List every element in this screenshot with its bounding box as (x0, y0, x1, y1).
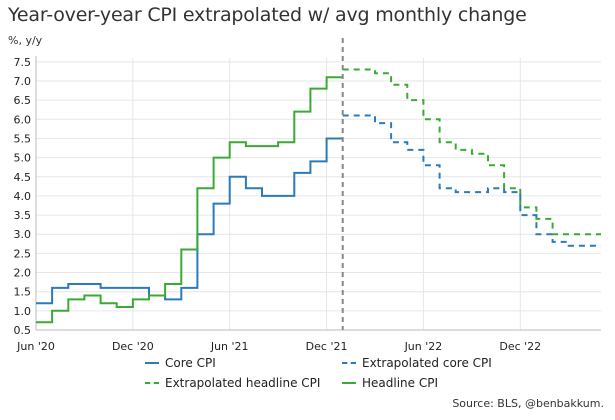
x-tick-label: Jun '22 (404, 340, 443, 353)
y-tick-label: 6.0 (14, 113, 32, 126)
y-tick-label: 2.0 (14, 267, 32, 280)
x-tick-label: Jun '21 (210, 340, 249, 353)
y-tick-label: 2.5 (14, 247, 32, 260)
y-tick-label: 4.5 (14, 171, 32, 184)
y-tick-label: 4.0 (14, 190, 32, 203)
legend-label-extrapolated-headline: Extrapolated headline CPI (165, 376, 321, 390)
y-tick-label: 7.5 (14, 56, 32, 69)
source-note: Source: BLS, @benbakkum. (452, 397, 604, 410)
series-line-extrapolated-headline-cpi (342, 68, 601, 236)
x-tick-label: Dec '22 (499, 340, 541, 353)
chart-legend: Core CPI Extrapolated core CPI Extrapola… (0, 356, 615, 396)
y-tick-label: 3.5 (14, 209, 32, 222)
series-line-core-cpi (36, 137, 343, 305)
x-tick-label: Dec '20 (112, 340, 154, 353)
legend-swatch-extrapolated-headline (145, 382, 159, 384)
axis-layer: 0.5 1.0 1.5 2.0 2.5 3.0 3.5 4.0 4.5 5.0 5.5 6.0 6.5 7… (14, 56, 601, 353)
legend-label-extrapolated-core: Extrapolated core CPI (362, 356, 492, 370)
x-tick-label: Dec '21 (306, 340, 348, 353)
y-tick-label: 1.5 (14, 286, 32, 299)
y-tick-label: 6.5 (14, 94, 32, 107)
legend-item-core: Core CPI (145, 356, 216, 370)
series-line-headline-cpi (36, 76, 343, 324)
legend-item-extrapolated-headline: Extrapolated headline CPI (145, 376, 320, 390)
legend-item-headline: Headline CPI (342, 376, 438, 390)
legend-item-extrapolated-core: Extrapolated core CPI (342, 356, 492, 370)
legend-swatch-extrapolated-core (342, 362, 356, 364)
series-line-extrapolated-core-cpi (342, 114, 601, 247)
y-tick-label: 5.0 (14, 152, 32, 165)
y-tick-label: 5.5 (14, 132, 32, 145)
grid-layer (35, 58, 601, 331)
chart-plot: 0.5 1.0 1.5 2.0 2.5 3.0 3.5 4.0 4.5 5.0 5.5 6.0 6.5 7… (14, 38, 601, 353)
legend-swatch-headline (342, 382, 356, 384)
y-tick-label: 3.0 (14, 228, 32, 241)
y-axis-unit-label: %, y/y (8, 34, 43, 47)
y-tick-label: 7.0 (14, 75, 32, 88)
series-layer (36, 38, 601, 330)
y-tick-label: 1.0 (14, 305, 32, 318)
y-tick-label: 0.5 (14, 324, 32, 337)
legend-swatch-core (145, 362, 159, 364)
chart-title: Year-over-year CPI extrapolated w/ avg m… (8, 4, 527, 26)
x-tick-label: Jun '20 (16, 340, 55, 353)
legend-label-headline: Headline CPI (362, 376, 439, 390)
legend-label-core: Core CPI (165, 356, 216, 370)
